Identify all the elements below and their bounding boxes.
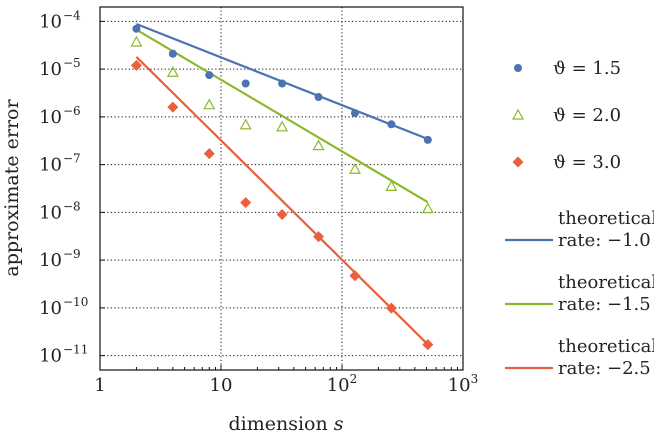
data-point: [167, 101, 179, 113]
legend-marker: [512, 156, 524, 168]
x-tick-label: 10: [210, 375, 233, 396]
data-point: [239, 118, 252, 130]
y-tick-label: 10−10: [39, 295, 88, 319]
data-point: [241, 79, 250, 88]
legend-label: ϑ = 3.0: [553, 152, 621, 173]
legend-label: rate: −1.0: [558, 230, 651, 251]
x-tick-label: 102: [327, 372, 358, 396]
x-tick-labels: 1 10 102 103: [94, 372, 478, 396]
data-point: [240, 197, 252, 209]
data-point: [166, 66, 179, 77]
data-point: [385, 302, 397, 314]
y-tick-label: 10−9: [39, 247, 81, 271]
data-point: [312, 139, 325, 151]
legend-label: theoretical: [558, 208, 654, 229]
data-point: [385, 180, 398, 191]
y-tick-label: 10−11: [39, 343, 88, 367]
data-point: [422, 339, 434, 351]
legend-marker: [511, 108, 525, 120]
data-point: [276, 209, 288, 221]
legend-label: theoretical: [558, 336, 654, 357]
x-axis-label: dimension s: [228, 413, 343, 435]
rate-line: [135, 56, 429, 346]
data-point: [350, 109, 359, 118]
y-tick-label: 10−5: [39, 56, 81, 80]
data-point: [130, 59, 142, 71]
data-point: [349, 270, 361, 282]
data-point: [276, 120, 289, 132]
rate-lines: [135, 23, 429, 346]
x-tick-label: 103: [448, 372, 479, 396]
data-point: [278, 79, 287, 88]
y-tick-label: 10−7: [39, 152, 81, 176]
y-tick-label: 10−6: [39, 104, 81, 128]
legend-marker: [514, 64, 522, 72]
data-point: [387, 120, 396, 129]
legend-label: ϑ = 1.5: [553, 58, 621, 79]
legend-label: theoretical: [558, 272, 654, 293]
plot-frame: [99, 6, 464, 371]
data-point: [348, 163, 361, 174]
legend-label: rate: −2.5: [558, 358, 651, 379]
y-tick-label: 10−8: [39, 199, 81, 223]
data-point: [205, 71, 214, 80]
legend-label: rate: −1.5: [558, 294, 651, 315]
data-point: [130, 35, 143, 47]
grid-lines: [100, 7, 463, 370]
y-tick-label: 10−4: [39, 8, 81, 32]
x-tick-label: 1: [94, 375, 105, 396]
data-point: [203, 98, 216, 110]
data-point: [132, 24, 141, 33]
data-point: [203, 148, 215, 160]
data-point: [168, 49, 177, 58]
rate-line: [135, 28, 429, 204]
data-point: [314, 93, 323, 102]
y-axis-label: approximate error: [1, 99, 23, 277]
data-point: [423, 135, 432, 144]
data-point: [421, 202, 434, 214]
y-tick-labels: 10−4 10−5 10−6 10−7 10−8 10−9 10−10 10−11: [39, 8, 88, 366]
legend-label: ϑ = 2.0: [553, 105, 621, 126]
data-point: [313, 231, 325, 243]
data-markers: [130, 24, 434, 351]
